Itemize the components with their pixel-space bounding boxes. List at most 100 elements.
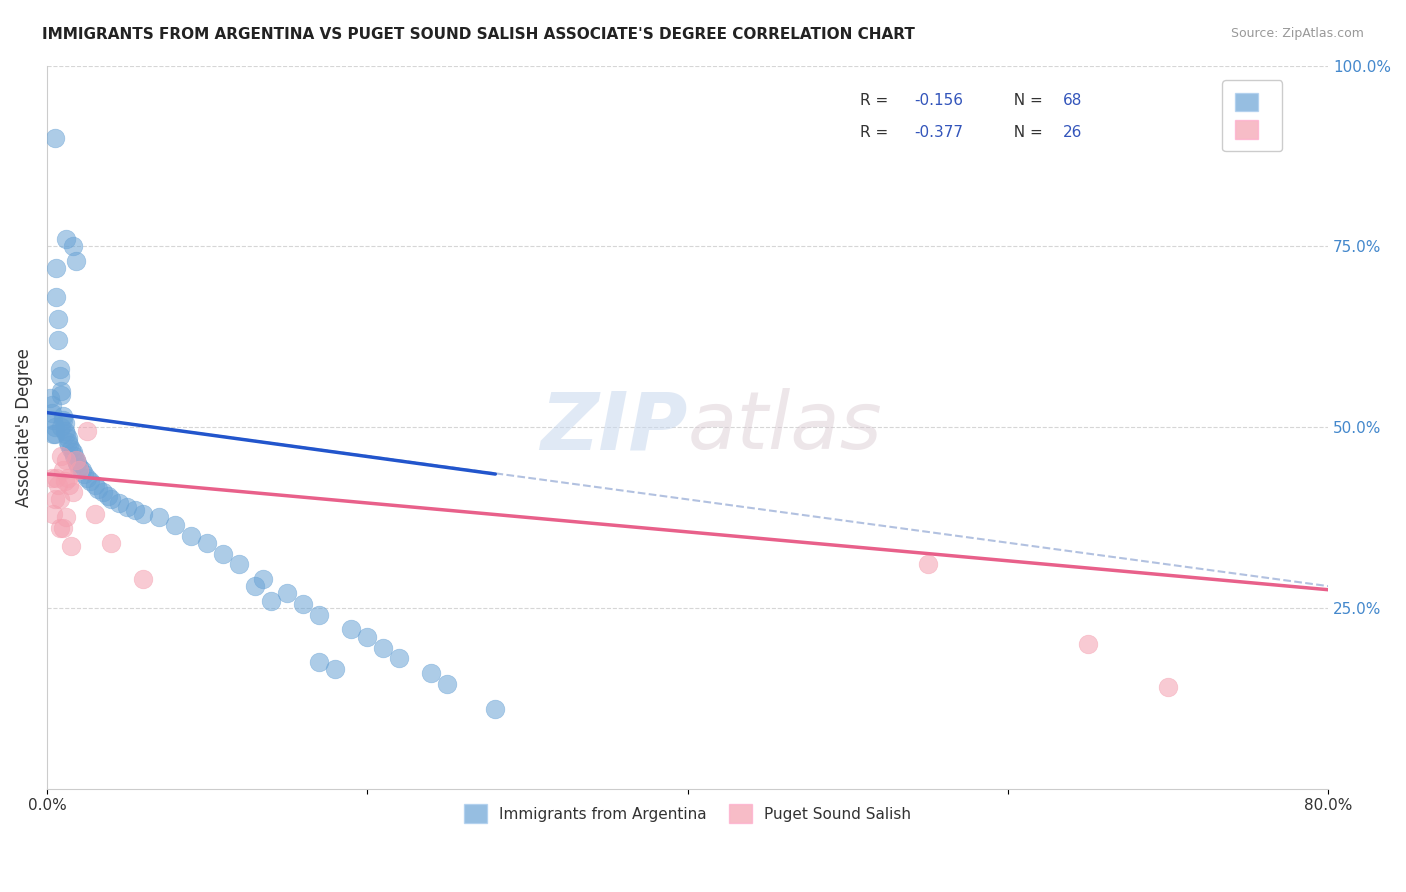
Point bbox=[243, 579, 266, 593]
Point bbox=[115, 500, 138, 514]
Point bbox=[373, 640, 395, 655]
Point bbox=[228, 558, 250, 572]
Point bbox=[46, 334, 69, 348]
Point bbox=[340, 623, 363, 637]
Text: ZIP: ZIP bbox=[540, 388, 688, 466]
Point bbox=[55, 232, 77, 246]
Text: 26: 26 bbox=[1063, 125, 1083, 140]
Point bbox=[48, 369, 70, 384]
Point bbox=[132, 572, 155, 586]
Text: -0.156: -0.156 bbox=[914, 93, 963, 108]
Y-axis label: Associate's Degree: Associate's Degree bbox=[15, 348, 32, 507]
Point bbox=[56, 434, 79, 449]
Point bbox=[308, 607, 330, 622]
Point bbox=[67, 459, 90, 474]
Text: IMMIGRANTS FROM ARGENTINA VS PUGET SOUND SALISH ASSOCIATE'S DEGREE CORRELATION C: IMMIGRANTS FROM ARGENTINA VS PUGET SOUND… bbox=[42, 27, 915, 42]
Point bbox=[42, 413, 65, 427]
Point bbox=[41, 471, 63, 485]
Point bbox=[91, 485, 114, 500]
Point bbox=[45, 471, 67, 485]
Point bbox=[132, 507, 155, 521]
Point bbox=[252, 572, 274, 586]
Point bbox=[52, 413, 75, 427]
Point bbox=[1077, 637, 1099, 651]
Point bbox=[48, 492, 70, 507]
Point bbox=[44, 492, 66, 507]
Point bbox=[65, 452, 87, 467]
Point bbox=[84, 478, 107, 492]
Legend: Immigrants from Argentina, Puget Sound Salish: Immigrants from Argentina, Puget Sound S… bbox=[451, 792, 924, 835]
Point bbox=[52, 463, 75, 477]
Point bbox=[44, 427, 66, 442]
Point bbox=[58, 478, 80, 492]
Point bbox=[51, 387, 73, 401]
Point bbox=[48, 362, 70, 376]
Point bbox=[67, 463, 90, 477]
Point bbox=[100, 535, 122, 549]
Point bbox=[163, 517, 186, 532]
Point bbox=[56, 431, 79, 445]
Point bbox=[58, 438, 80, 452]
Point bbox=[148, 510, 170, 524]
Point bbox=[59, 442, 82, 456]
Point bbox=[195, 535, 218, 549]
Point bbox=[42, 507, 65, 521]
Point bbox=[212, 547, 235, 561]
Point bbox=[100, 492, 122, 507]
Point bbox=[76, 471, 98, 485]
Point bbox=[51, 384, 73, 398]
Point bbox=[308, 655, 330, 669]
Point bbox=[62, 485, 84, 500]
Point bbox=[108, 496, 131, 510]
Point bbox=[65, 253, 87, 268]
Point bbox=[436, 676, 458, 690]
Point bbox=[1157, 681, 1180, 695]
Point bbox=[44, 420, 66, 434]
Point bbox=[51, 449, 73, 463]
Point bbox=[63, 449, 86, 463]
Point bbox=[323, 662, 346, 676]
Point bbox=[292, 597, 315, 611]
Point bbox=[356, 630, 378, 644]
Text: N =: N = bbox=[1004, 125, 1047, 140]
Point bbox=[87, 482, 110, 496]
Point bbox=[79, 475, 101, 489]
Point bbox=[39, 391, 62, 405]
Point bbox=[276, 586, 298, 600]
Point bbox=[53, 475, 76, 489]
Point bbox=[484, 702, 506, 716]
Text: R =: R = bbox=[860, 93, 894, 108]
Point bbox=[124, 503, 146, 517]
Point bbox=[46, 478, 69, 492]
Point bbox=[59, 539, 82, 553]
Point bbox=[917, 558, 939, 572]
Point bbox=[55, 452, 77, 467]
Text: N =: N = bbox=[1004, 93, 1047, 108]
Point bbox=[53, 417, 76, 431]
Point bbox=[62, 445, 84, 459]
Point bbox=[420, 665, 443, 680]
Point bbox=[55, 427, 77, 442]
Text: R =: R = bbox=[860, 125, 894, 140]
Text: 68: 68 bbox=[1063, 93, 1083, 108]
Point bbox=[55, 510, 77, 524]
Point bbox=[42, 427, 65, 442]
Point bbox=[53, 424, 76, 438]
Point bbox=[48, 521, 70, 535]
Point bbox=[260, 593, 283, 607]
Point bbox=[97, 489, 120, 503]
Point bbox=[46, 311, 69, 326]
Point bbox=[73, 467, 96, 481]
Point bbox=[66, 456, 89, 470]
Point bbox=[52, 521, 75, 535]
Text: Source: ZipAtlas.com: Source: ZipAtlas.com bbox=[1230, 27, 1364, 40]
Point bbox=[41, 398, 63, 412]
Point bbox=[51, 420, 73, 434]
Point bbox=[388, 651, 411, 665]
Point bbox=[45, 260, 67, 275]
Point bbox=[84, 507, 107, 521]
Point bbox=[56, 471, 79, 485]
Point bbox=[76, 424, 98, 438]
Point bbox=[52, 409, 75, 424]
Point bbox=[65, 452, 87, 467]
